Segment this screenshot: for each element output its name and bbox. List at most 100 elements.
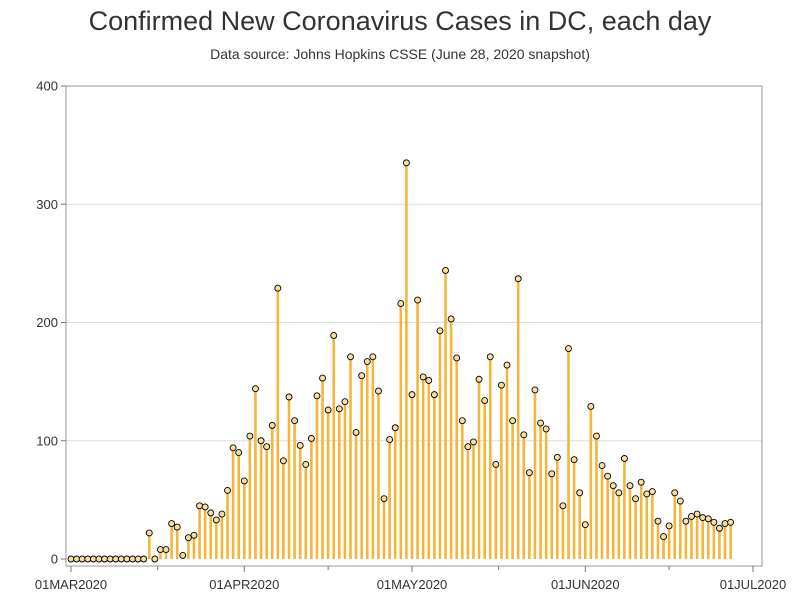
- data-point: [117, 555, 125, 563]
- data-point: [151, 555, 159, 563]
- data-point: [475, 375, 483, 383]
- data-point: [654, 517, 662, 525]
- data-point: [95, 555, 103, 563]
- data-point: [593, 432, 600, 440]
- x-tick-label: 01JUL2020: [720, 577, 787, 592]
- data-point: [699, 514, 707, 522]
- data-point: [179, 552, 187, 559]
- data-point: [492, 460, 500, 468]
- data-point: [559, 502, 567, 510]
- data-point: [520, 431, 528, 439]
- y-tick-label: 100: [36, 433, 58, 448]
- data-point: [565, 345, 572, 352]
- data-point: [279, 457, 287, 465]
- x-tick-label: 01MAR2020: [35, 577, 107, 592]
- data-point: [352, 429, 360, 436]
- data-point: [129, 555, 136, 563]
- data-point: [375, 387, 382, 395]
- data-point: [212, 516, 220, 524]
- data-point: [576, 489, 584, 497]
- data-point: [503, 361, 511, 369]
- x-tick-label: 01JUN2020: [551, 577, 620, 592]
- data-point: [715, 524, 723, 532]
- data-point: [425, 376, 433, 384]
- data-point: [693, 510, 701, 518]
- data-point: [436, 327, 444, 335]
- data-point: [386, 436, 394, 444]
- data-point: [458, 417, 466, 425]
- data-point: [553, 453, 561, 461]
- data-point: [134, 555, 142, 563]
- data-point: [235, 449, 243, 457]
- data-point: [302, 460, 310, 468]
- data-point: [101, 555, 108, 563]
- data-point: [704, 515, 712, 523]
- data-point: [710, 518, 718, 526]
- data-point: [391, 424, 399, 432]
- data-point: [682, 517, 690, 525]
- data-point: [324, 406, 332, 414]
- data-point: [486, 353, 494, 361]
- data-point: [727, 518, 735, 526]
- data-point: [632, 495, 640, 503]
- y-tick-label: 300: [36, 197, 58, 212]
- data-point: [240, 477, 248, 485]
- data-point: [721, 520, 729, 527]
- data-point: [263, 443, 271, 451]
- data-point: [442, 267, 449, 274]
- data-point: [307, 434, 315, 442]
- data-point: [419, 373, 427, 381]
- grid-lines: [66, 85, 762, 442]
- data-point: [414, 296, 422, 304]
- data-point: [676, 497, 684, 505]
- data-point: [78, 555, 86, 563]
- data-point: [598, 462, 606, 470]
- data-point: [296, 442, 304, 449]
- data-point: [637, 478, 645, 486]
- data-point: [648, 488, 656, 496]
- data-point: [285, 393, 293, 401]
- data-point: [67, 555, 75, 563]
- data-point: [509, 417, 517, 425]
- data-point: [620, 455, 628, 462]
- chart-title: Confirmed New Coronavirus Cases in DC, e…: [88, 6, 712, 36]
- data-point: [145, 529, 153, 537]
- data-point: [447, 315, 455, 323]
- data-point: [665, 522, 673, 530]
- data-point: [671, 489, 679, 497]
- data-point: [531, 386, 539, 394]
- data-point: [173, 523, 181, 531]
- data-point: [581, 521, 589, 529]
- data-point: [430, 391, 438, 399]
- chart-subtitle: Data source: Johns Hopkins CSSE (June 28…: [210, 46, 590, 62]
- y-tick-label: 0: [51, 552, 58, 567]
- x-tick-label: 01MAY2020: [377, 577, 448, 592]
- data-point: [380, 495, 388, 503]
- data-point: [363, 358, 371, 365]
- data-point: [347, 353, 354, 361]
- data-point: [615, 489, 623, 497]
- data-point: [369, 353, 377, 361]
- data-point: [106, 555, 114, 563]
- y-axis: 0 100 200 300 400: [36, 79, 66, 567]
- y-tick-label: 400: [36, 79, 58, 94]
- data-point: [246, 432, 254, 440]
- data-point: [140, 555, 148, 563]
- data-point: [660, 533, 667, 540]
- data-point: [626, 482, 634, 490]
- data-point: [470, 438, 477, 446]
- data-point: [274, 284, 282, 292]
- data-point: [73, 555, 81, 563]
- data-point: [688, 512, 695, 520]
- markers: [67, 159, 735, 563]
- data-point: [89, 555, 97, 563]
- data-point: [156, 546, 164, 553]
- data-point: [570, 456, 578, 464]
- data-point: [218, 510, 226, 518]
- data-point: [604, 472, 612, 480]
- plot-frame: [65, 85, 763, 567]
- data-point: [112, 555, 120, 563]
- data-point: [319, 374, 326, 382]
- data-point: [207, 509, 215, 517]
- data-point: [168, 520, 176, 527]
